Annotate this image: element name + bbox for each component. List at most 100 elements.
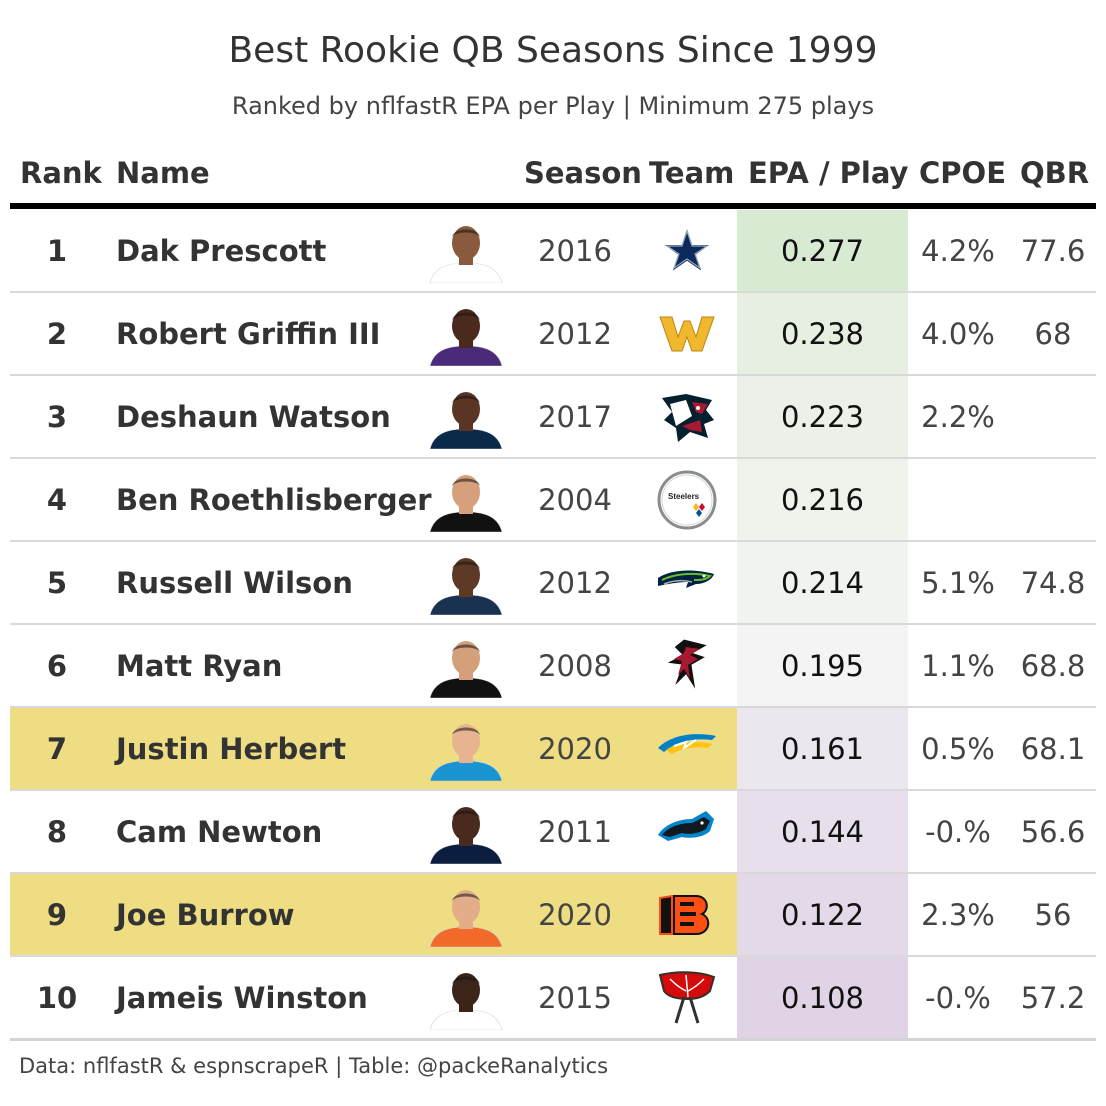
qbr-cell: 68: [1034, 317, 1072, 351]
row-divider: [10, 706, 1096, 708]
season-cell: 2020: [538, 732, 612, 766]
epa-cell: 0.195: [780, 649, 865, 683]
name-cell: Ben Roethlisberger: [116, 483, 432, 517]
bengals-logo-icon: [656, 884, 718, 946]
qbr-cell: 56.6: [1020, 815, 1086, 849]
player-headshot-icon: [426, 721, 506, 782]
source-footer: Data: nflfastR & espnscrapeR | Table: @p…: [19, 1054, 609, 1078]
epa-cell: 0.108: [780, 981, 865, 1015]
name-cell: Dak Prescott: [116, 234, 327, 268]
qbr-cell: 74.8: [1020, 566, 1086, 600]
cowboys-logo-icon: [656, 220, 718, 282]
qbr-cell: 56: [1034, 898, 1072, 932]
rank-cell: 9: [46, 898, 68, 932]
column-header-name: Name: [116, 156, 210, 190]
qbr-cell: [1010, 459, 1096, 542]
highlight-band: [10, 708, 737, 791]
epa-color-cell: [737, 210, 908, 293]
cpoe-cell: 2.2%: [921, 400, 995, 434]
qbr-cell: 77.6: [1020, 234, 1086, 268]
name-cell: Russell Wilson: [116, 566, 353, 600]
epa-color-cell: [737, 376, 908, 459]
player-headshot-icon: [426, 223, 506, 284]
row-divider: [10, 872, 1096, 874]
epa-cell: 0.216: [780, 483, 865, 517]
cpoe-cell: 4.2%: [921, 234, 995, 268]
column-header-cpoe: CPOE: [919, 156, 1006, 190]
rank-cell: 2: [46, 317, 68, 351]
name-cell: Jameis Winston: [116, 981, 368, 1015]
qbr-cell: 68.8: [1020, 649, 1086, 683]
cpoe-cell: 5.1%: [921, 566, 995, 600]
epa-color-cell: [737, 459, 908, 542]
chargers-logo-icon: [656, 718, 718, 780]
epa-cell: 0.238: [780, 317, 865, 351]
chart-subtitle: Ranked by nflfastR EPA per Play | Minimu…: [231, 92, 875, 120]
player-headshot-icon: [426, 638, 506, 699]
panthers-logo-icon: [656, 801, 718, 863]
commanders-logo-icon: [656, 303, 718, 365]
rank-cell: 5: [46, 566, 68, 600]
player-headshot-icon: [426, 389, 506, 450]
epa-cell: 0.122: [780, 898, 865, 932]
row-divider: [10, 374, 1096, 376]
player-headshot-icon: [426, 804, 506, 865]
row-divider: [10, 789, 1096, 791]
epa-color-cell: [737, 293, 908, 376]
column-header-season: Season: [524, 156, 642, 190]
rank-cell: 3: [46, 400, 68, 434]
name-cell: Matt Ryan: [116, 649, 283, 683]
qbr-cell: 68.1: [1020, 732, 1086, 766]
rank-cell: 8: [46, 815, 68, 849]
table-row: 7 Justin Herbert 2020 0.161 0.5% 68.1: [10, 708, 1096, 791]
name-cell: Cam Newton: [116, 815, 323, 849]
seahawks-logo-icon: [656, 552, 718, 614]
season-cell: 2004: [538, 483, 612, 517]
header-rule: [10, 203, 1096, 209]
name-cell: Joe Burrow: [116, 898, 295, 932]
season-cell: 2012: [538, 317, 612, 351]
name-cell: Justin Herbert: [116, 732, 347, 766]
table-row: 2 Robert Griffin III 2012 0.238 4.0% 68: [10, 293, 1096, 376]
player-headshot-icon: [426, 970, 506, 1031]
table-row: 6 Matt Ryan 2008 0.195 1.1% 68.8: [10, 625, 1096, 708]
season-cell: 2020: [538, 898, 612, 932]
row-divider: [10, 955, 1096, 957]
cpoe-cell: -0.%: [925, 981, 991, 1015]
table-row: 8 Cam Newton 2011 0.144 -0.% 56.6: [10, 791, 1096, 874]
epa-color-cell: [737, 542, 908, 625]
epa-cell: 0.214: [780, 566, 865, 600]
rank-cell: 7: [46, 732, 68, 766]
buccaneers-logo-icon: [656, 967, 718, 1029]
table-row: 10 Jameis Winston 2015 0.108 -0.% 57.2: [10, 957, 1096, 1040]
name-cell: Deshaun Watson: [116, 400, 391, 434]
player-headshot-icon: [426, 306, 506, 367]
rank-cell: 4: [46, 483, 68, 517]
epa-color-cell: [737, 791, 908, 874]
season-cell: 2015: [538, 981, 612, 1015]
qbr-cell: [1010, 376, 1096, 459]
cpoe-cell: 0.5%: [921, 732, 995, 766]
epa-cell: 0.277: [780, 234, 865, 268]
cpoe-cell: -0.%: [925, 815, 991, 849]
cpoe-cell: 4.0%: [921, 317, 995, 351]
name-cell: Robert Griffin III: [116, 317, 381, 351]
row-divider: [10, 457, 1096, 459]
epa-color-cell: [737, 708, 908, 791]
table-row: 9 Joe Burrow 2020 0.122 2.3% 56: [10, 874, 1096, 957]
column-header-rank: Rank: [20, 156, 102, 190]
texans-logo-icon: [656, 386, 718, 448]
season-cell: 2011: [538, 815, 612, 849]
epa-cell: 0.161: [780, 732, 865, 766]
player-headshot-icon: [426, 555, 506, 616]
rank-cell: 6: [46, 649, 68, 683]
season-cell: 2008: [538, 649, 612, 683]
season-cell: 2012: [538, 566, 612, 600]
epa-color-cell: [737, 957, 908, 1040]
row-divider: [10, 540, 1096, 542]
table-row: 4 Ben Roethlisberger 2004 0.216 Steelers: [10, 459, 1096, 542]
rank-cell: 1: [46, 234, 68, 268]
steelers-logo-icon: Steelers: [656, 469, 718, 531]
column-header-epa: EPA / Play: [748, 156, 909, 190]
season-cell: 2016: [538, 234, 612, 268]
